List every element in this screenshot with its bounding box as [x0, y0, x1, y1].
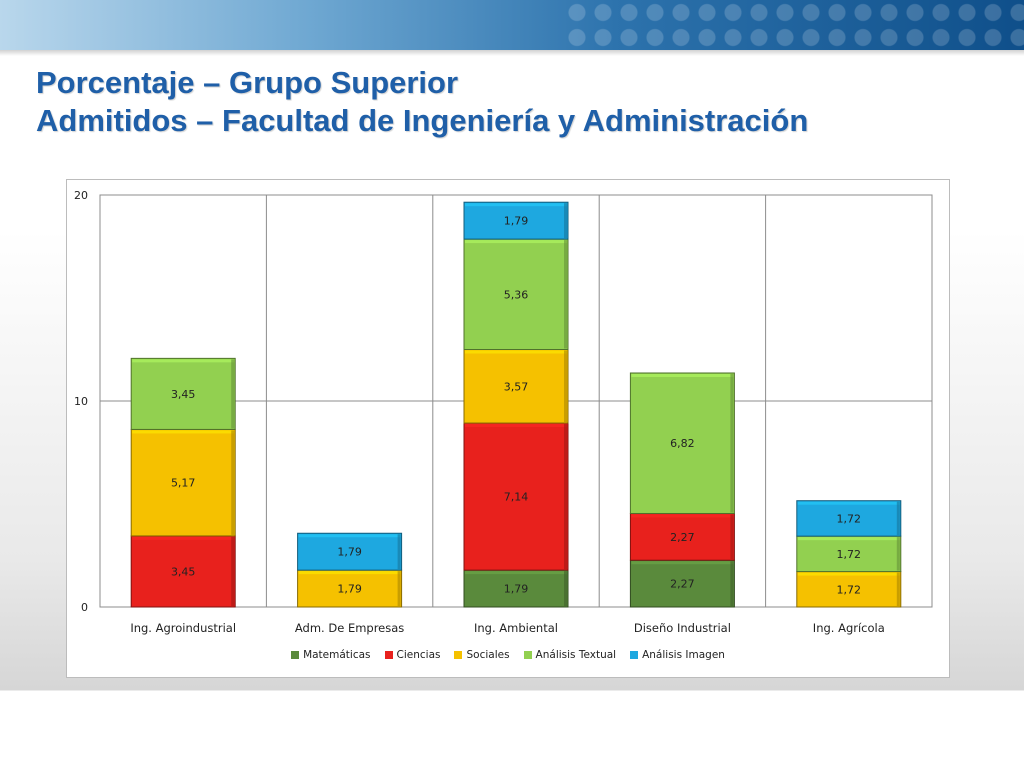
- bar-segment-shade: [231, 359, 235, 429]
- bar-segment-shade: [397, 534, 401, 570]
- bar-segment-shade: [564, 350, 567, 423]
- legend-item: Ciencias: [384, 649, 441, 661]
- legend-swatch: [630, 651, 639, 659]
- data-label: 5,36: [504, 288, 529, 301]
- bar-segment-highlight: [631, 373, 734, 377]
- slide-title-line-2: Admitidos – Facultad de Ingeniería y Adm…: [36, 103, 809, 138]
- bar-segment-shade: [896, 537, 900, 571]
- bar-segment-highlight: [797, 501, 900, 505]
- legend-label: Análisis Imagen: [642, 649, 725, 661]
- x-tick-label: Ing. Agroindustrial: [130, 621, 236, 635]
- bar-segment-highlight: [298, 571, 401, 575]
- bar-segment-shade: [730, 514, 734, 560]
- legend-swatch: [291, 651, 300, 659]
- legend-item: Análisis Textual: [523, 649, 617, 661]
- bar-segment: [130, 428, 236, 537]
- bar-segment: [130, 535, 236, 608]
- data-label: 1,79: [337, 583, 362, 596]
- chart-legend: Matemáticas Ciencias Sociales Análisis Text…: [67, 649, 949, 661]
- bar-segment-highlight: [298, 534, 401, 538]
- bar-segment-highlight: [797, 572, 900, 576]
- data-label: 1,72: [837, 512, 862, 525]
- data-label: 1,79: [504, 215, 529, 228]
- bar-segment-highlight: [132, 536, 235, 540]
- bar-segment-highlight: [631, 514, 734, 518]
- x-tick-label: Adm. De Empresas: [295, 621, 404, 635]
- chart-plot-svg: 0 10 20 3,45 5,17 3,45 Ing. Agroindustrial 1,79…: [74, 189, 933, 635]
- legend-label: Ciencias: [396, 649, 441, 661]
- bar-segment-shade: [231, 536, 235, 606]
- data-label: 1,72: [837, 548, 862, 561]
- bar-segment: [629, 372, 735, 514]
- data-label: 1,72: [837, 583, 862, 596]
- x-tick-label: Diseño Industrial: [634, 621, 731, 635]
- bar-segment-shade: [564, 203, 567, 239]
- slide-title: Porcentaje – Grupo Superior Admitidos – …: [36, 64, 808, 140]
- bar-segment-highlight: [797, 537, 900, 541]
- bar-segment-shade: [231, 430, 235, 535]
- stacked-bar-chart: 0 10 20 3,45 5,17 3,45 Ing. Agroindustrial 1,79…: [66, 179, 950, 678]
- data-label: 6,82: [670, 437, 695, 450]
- bar-segment-shade: [564, 240, 567, 349]
- bar-segment-highlight: [465, 424, 567, 428]
- bar-segment: [796, 571, 902, 608]
- bar-segment-highlight: [465, 571, 567, 575]
- bar-segment: [796, 500, 902, 537]
- data-label: 5,17: [171, 477, 196, 490]
- banner-pattern: [564, 0, 1024, 50]
- bar-segment-highlight: [132, 359, 235, 363]
- data-label: 7,14: [504, 491, 529, 504]
- legend-item: Análisis Imagen: [630, 649, 725, 661]
- bar-segment: [463, 349, 569, 424]
- bar-segment-shade: [730, 561, 734, 606]
- bar-segment: [463, 422, 569, 571]
- y-tick-label: 20: [74, 189, 88, 202]
- legend-swatch: [384, 651, 393, 659]
- x-tick-label: Ing. Agrícola: [813, 621, 885, 635]
- bar-segment: [463, 569, 569, 608]
- banner-shadow: [0, 50, 1024, 56]
- data-label: 3,57: [504, 380, 529, 393]
- bar-segment-highlight: [132, 430, 235, 434]
- slide-title-line-1: Porcentaje – Grupo Superior: [36, 65, 459, 100]
- bar-segment-highlight: [465, 350, 567, 354]
- bar-segment: [629, 512, 735, 561]
- header-banner: [0, 0, 1024, 50]
- bar-segment-shade: [397, 571, 401, 606]
- bar-segment: [130, 357, 236, 430]
- legend-item: Matemáticas: [291, 649, 371, 661]
- bar-segment-shade: [730, 373, 734, 513]
- bar-segment-shade: [564, 571, 567, 606]
- bar-segment: [463, 238, 569, 350]
- bar-segment: [297, 532, 403, 571]
- y-tick-label: 0: [81, 601, 88, 614]
- legend-item: Sociales: [454, 649, 510, 661]
- bar-segment: [796, 535, 902, 573]
- legend-label: Análisis Textual: [535, 649, 617, 661]
- bar-segment-highlight: [465, 203, 567, 207]
- data-label: 3,45: [171, 388, 196, 401]
- bar-segment-shade: [896, 501, 900, 536]
- data-label: 1,79: [337, 546, 362, 559]
- data-label: 2,27: [670, 578, 695, 591]
- data-label: 2,27: [670, 531, 695, 544]
- legend-swatch: [454, 651, 463, 659]
- data-label: 3,45: [171, 565, 196, 578]
- bar-segment: [629, 559, 735, 608]
- legend-swatch: [523, 651, 532, 659]
- legend-label: Sociales: [466, 649, 510, 661]
- bar-segment-shade: [896, 572, 900, 606]
- data-label: 1,79: [504, 583, 529, 596]
- bar-segment: [463, 201, 569, 240]
- bar-segment: [297, 569, 403, 608]
- x-tick-label: Ing. Ambiental: [474, 621, 558, 635]
- bar-segment-highlight: [465, 240, 567, 244]
- bar-segment-highlight: [631, 561, 734, 565]
- legend-label: Matemáticas: [303, 649, 371, 661]
- bar-segment-shade: [564, 424, 567, 570]
- y-tick-label: 10: [74, 395, 88, 408]
